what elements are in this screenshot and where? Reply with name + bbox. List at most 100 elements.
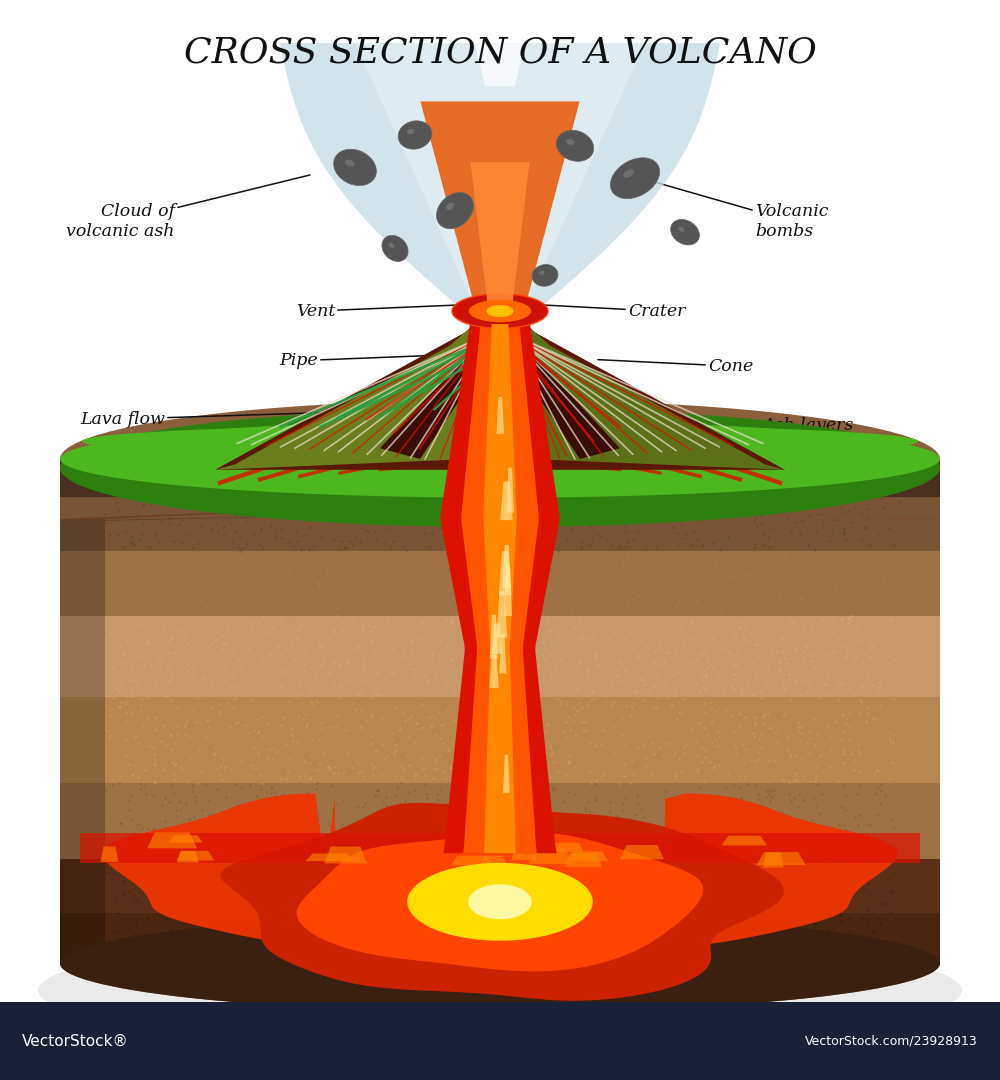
Point xyxy=(116,645,132,662)
Point xyxy=(259,608,275,625)
Point xyxy=(789,772,805,789)
Point xyxy=(228,689,244,706)
Point xyxy=(512,633,528,650)
Point xyxy=(326,864,342,881)
Point xyxy=(125,766,141,783)
Point xyxy=(225,828,241,846)
Point xyxy=(323,581,339,598)
Point xyxy=(401,823,417,840)
Point xyxy=(869,909,885,927)
Point xyxy=(632,594,648,611)
Point xyxy=(259,715,275,732)
Point xyxy=(308,692,324,710)
Point xyxy=(561,846,577,863)
Point xyxy=(726,671,742,688)
Point xyxy=(306,538,322,555)
Point xyxy=(505,882,521,900)
Point xyxy=(251,613,267,631)
Point xyxy=(750,744,766,761)
Point xyxy=(629,891,645,908)
Point xyxy=(167,939,183,956)
Bar xyxy=(60,913,940,963)
Point xyxy=(103,700,119,717)
Point xyxy=(699,659,715,676)
Point xyxy=(438,864,454,881)
Point xyxy=(108,556,124,573)
Point xyxy=(265,891,281,908)
Point xyxy=(177,717,193,734)
Point xyxy=(304,832,320,849)
Point xyxy=(193,570,209,588)
Point xyxy=(760,705,776,723)
Point xyxy=(154,890,170,907)
Point xyxy=(437,558,453,576)
Point xyxy=(824,879,840,896)
Ellipse shape xyxy=(478,299,517,319)
Point xyxy=(666,926,682,943)
Point xyxy=(766,782,782,799)
Point xyxy=(697,748,713,766)
Point xyxy=(552,694,568,712)
Polygon shape xyxy=(564,853,602,867)
Point xyxy=(419,928,435,945)
Point xyxy=(169,831,185,848)
Point xyxy=(627,571,643,589)
Point xyxy=(421,550,437,567)
Point xyxy=(365,759,381,777)
Point xyxy=(631,524,647,541)
Point xyxy=(451,529,467,546)
Point xyxy=(110,526,126,543)
Point xyxy=(875,500,891,517)
Point xyxy=(597,825,613,842)
Point xyxy=(184,702,200,719)
Point xyxy=(737,767,753,784)
Point xyxy=(253,592,269,609)
Point xyxy=(384,640,400,658)
Point xyxy=(439,505,455,523)
Point xyxy=(384,894,400,912)
Text: Volcanic
bombs: Volcanic bombs xyxy=(630,175,828,240)
Point xyxy=(155,761,171,779)
Point xyxy=(301,686,317,703)
Point xyxy=(187,793,203,810)
Point xyxy=(659,815,675,833)
Point xyxy=(644,831,660,848)
Point xyxy=(192,714,208,731)
Point xyxy=(463,543,479,561)
Point xyxy=(625,765,641,782)
Point xyxy=(388,767,404,784)
Point xyxy=(761,719,777,737)
Point xyxy=(228,814,244,832)
Point xyxy=(890,584,906,602)
Point xyxy=(873,836,889,853)
Point xyxy=(749,664,765,681)
Point xyxy=(726,680,742,698)
Point xyxy=(620,548,636,565)
Point xyxy=(792,495,808,512)
Point xyxy=(363,735,379,753)
Point xyxy=(758,673,774,690)
Point xyxy=(718,868,734,886)
Point xyxy=(663,698,679,715)
Point xyxy=(136,657,152,674)
Point xyxy=(777,546,793,564)
Point xyxy=(652,604,668,621)
Point xyxy=(285,538,301,555)
Point xyxy=(757,563,773,580)
Ellipse shape xyxy=(532,265,558,286)
Point xyxy=(191,690,207,707)
Point xyxy=(693,739,709,756)
Point xyxy=(224,860,240,877)
Point xyxy=(646,677,662,694)
Point xyxy=(884,568,900,585)
Point xyxy=(376,750,392,767)
Point xyxy=(470,732,486,750)
Point xyxy=(93,868,109,886)
Point xyxy=(213,599,229,617)
Point xyxy=(246,526,262,543)
Point xyxy=(873,775,889,793)
Point xyxy=(305,923,321,941)
Point xyxy=(279,561,295,578)
Point xyxy=(750,751,766,768)
Point xyxy=(169,717,185,734)
